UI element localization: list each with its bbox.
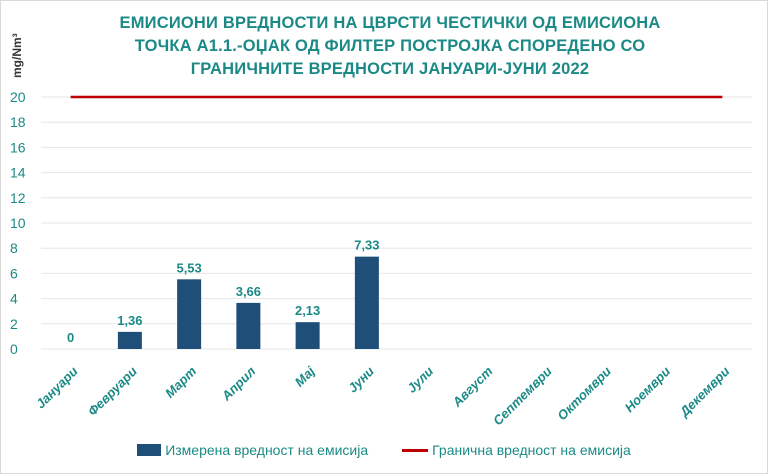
y-tick-label: 8	[10, 240, 18, 256]
y-tick-label: 2	[10, 316, 18, 332]
x-tick-label: Јануари	[33, 363, 81, 411]
bar	[354, 256, 379, 349]
bar	[295, 322, 320, 349]
bar	[236, 302, 261, 349]
y-tick-label: 18	[10, 114, 26, 130]
legend: Измерена вредност на емисија Гранична вр…	[0, 442, 768, 458]
y-tick-label: 12	[10, 190, 26, 206]
y-axis-label: mg/Nm³	[10, 33, 24, 78]
x-tick-label: Јули	[404, 363, 436, 395]
x-tick-label: Мај	[292, 363, 318, 389]
data-label: 3,66	[236, 284, 261, 299]
x-tick-label: Октомври	[554, 363, 614, 423]
x-tick-label: Декември	[676, 363, 732, 419]
y-tick-label: 10	[10, 215, 26, 231]
data-label: 7,33	[354, 238, 379, 253]
data-label: 0	[67, 330, 74, 345]
y-tick-label: 0	[10, 341, 18, 357]
x-tick-label: Август	[449, 363, 496, 410]
legend-label-measured: Измерена вредност на емисија	[165, 442, 369, 458]
bar	[117, 331, 142, 349]
x-tick-label: Ноември	[622, 363, 674, 415]
y-tick-label: 16	[10, 139, 26, 155]
x-tick-label: Јуни	[345, 363, 377, 395]
legend-item-limit[interactable]: Гранична вредност на емисија	[402, 442, 631, 458]
y-tick-label: 20	[10, 89, 26, 105]
x-tick-label: Април	[218, 364, 259, 405]
x-tick-label: Март	[162, 363, 200, 401]
bar	[177, 279, 202, 349]
data-label: 2,13	[295, 303, 320, 318]
x-tick-label: Февруари	[85, 363, 140, 418]
y-tick-label: 6	[10, 265, 18, 281]
data-label: 5,53	[176, 260, 201, 275]
legend-item-measured[interactable]: Измерена вредност на емисија	[137, 442, 368, 458]
y-tick-label: 4	[10, 291, 18, 307]
legend-label-limit: Гранична вредност на емисија	[432, 442, 631, 458]
y-tick-label: 14	[10, 165, 26, 181]
x-tick-label: Септември	[490, 363, 555, 428]
legend-swatch-line	[402, 448, 429, 452]
chart-title: ЕМИСИОНИ ВРЕДНОСТИ НА ЦВРСТИ ЧЕСТИЧКИ ОД…	[119, 14, 661, 78]
legend-swatch-bar	[137, 444, 162, 456]
data-label: 1,36	[117, 313, 142, 328]
